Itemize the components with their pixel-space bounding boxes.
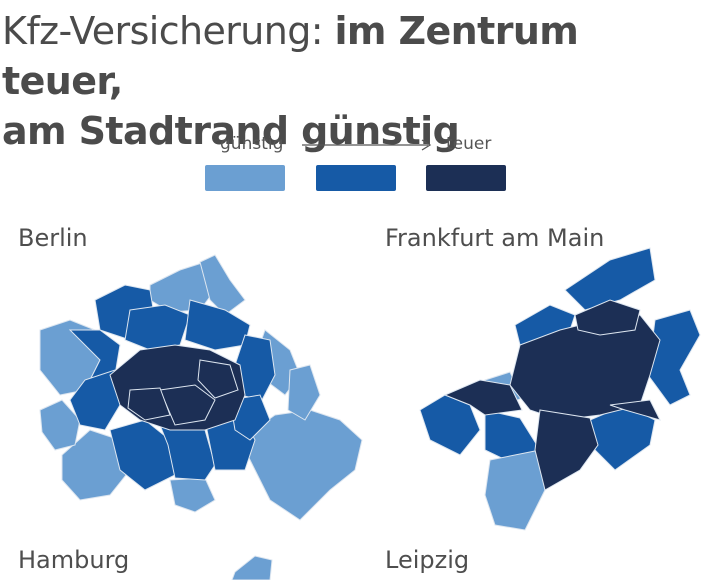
frankfurt-district-nieder-erlenbach [564, 247, 656, 311]
berlin-district-hellersdorf [287, 364, 321, 421]
berlin-district-reinickendorf [149, 261, 216, 313]
berlin-district-schoeneberg [127, 387, 171, 421]
berlin-district-kreuzberg [159, 384, 216, 426]
hamburg-district-north [231, 555, 273, 580]
legend-swatch-cheap [205, 165, 285, 191]
headline-light: Kfz-Versicherung: [2, 9, 324, 53]
berlin-district-friedrichshain [197, 359, 239, 399]
frankfurt-district-nordend [574, 299, 641, 336]
legend-low-label: günstig [220, 134, 284, 154]
berlin-district-pankow-north [199, 254, 246, 316]
legend-swatch-expensive [426, 165, 506, 191]
frankfurt-district-sachsenhausen [534, 409, 599, 491]
headline-bold-line2: am Stadtrand günstig [2, 109, 460, 153]
city-label-frankfurt: Frankfurt am Main [385, 224, 605, 252]
city-label-leipzig: Leipzig [385, 546, 470, 574]
headline-bold-line1: im Zentrum teuer, [2, 9, 579, 103]
berlin-district-zehlendorf [61, 429, 131, 501]
headline: Kfz-Versicherung: im Zentrum teuer, am S… [2, 6, 707, 156]
city-label-hamburg: Hamburg [18, 546, 130, 574]
berlin-district-wannsee [39, 399, 81, 451]
frankfurt-district-fechenheim [609, 399, 661, 421]
legend-arrow-icon [302, 139, 432, 151]
frankfurt-district-bergen-enkheim [647, 309, 701, 406]
frankfurt-districts [419, 247, 701, 531]
berlin-district-wedding [124, 304, 191, 351]
legend-high-label: teuer [446, 134, 492, 154]
frankfurt-district-sossenheim [443, 379, 523, 416]
city-label-berlin: Berlin [18, 224, 88, 252]
legend-swatch-medium [316, 165, 396, 191]
berlin-outer-districts [39, 254, 363, 521]
berlin-district-charlottenburg [69, 369, 121, 431]
